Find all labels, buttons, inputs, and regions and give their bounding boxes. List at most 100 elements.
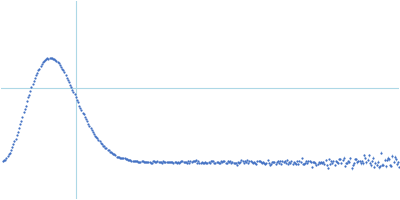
Point xyxy=(343,161,349,165)
Point xyxy=(360,162,366,165)
Point xyxy=(101,145,107,148)
Point xyxy=(311,160,317,164)
Point xyxy=(322,159,329,162)
Point xyxy=(292,161,298,165)
Point xyxy=(326,158,332,161)
Point xyxy=(230,161,237,164)
Point xyxy=(364,158,371,161)
Point xyxy=(211,161,218,165)
Point xyxy=(192,160,198,163)
Point xyxy=(185,159,191,162)
Point xyxy=(206,161,213,164)
Point xyxy=(229,160,236,163)
Point xyxy=(137,160,144,164)
Point xyxy=(36,67,43,70)
Point xyxy=(386,158,392,161)
Point xyxy=(176,162,182,165)
Point xyxy=(32,76,38,79)
Point xyxy=(76,104,82,108)
Point xyxy=(362,156,368,159)
Point xyxy=(184,162,190,165)
Point xyxy=(302,161,308,164)
Point xyxy=(334,160,340,164)
Point xyxy=(74,99,80,102)
Point xyxy=(345,159,352,163)
Point xyxy=(1,159,8,162)
Point xyxy=(92,134,98,137)
Point xyxy=(125,158,131,162)
Point xyxy=(320,160,326,164)
Point xyxy=(64,78,71,81)
Point xyxy=(126,158,132,161)
Point xyxy=(34,71,40,74)
Point xyxy=(130,159,137,162)
Point xyxy=(66,80,72,83)
Point xyxy=(342,164,348,167)
Point xyxy=(240,161,247,164)
Point xyxy=(354,161,360,164)
Point xyxy=(142,160,148,163)
Point xyxy=(275,159,281,162)
Point xyxy=(380,163,387,166)
Point xyxy=(304,161,310,164)
Point xyxy=(121,157,128,160)
Point xyxy=(220,160,226,163)
Point xyxy=(129,159,136,163)
Point xyxy=(91,132,97,135)
Point xyxy=(18,120,24,123)
Point xyxy=(84,120,90,123)
Point xyxy=(20,111,27,114)
Point xyxy=(378,151,384,154)
Point xyxy=(9,146,15,149)
Point xyxy=(78,109,85,112)
Point xyxy=(235,161,241,164)
Point xyxy=(50,57,56,61)
Point xyxy=(237,161,244,164)
Point xyxy=(201,161,207,164)
Point xyxy=(43,58,50,61)
Point xyxy=(332,159,339,162)
Point xyxy=(183,161,189,164)
Point xyxy=(179,160,186,163)
Point xyxy=(376,166,382,169)
Point xyxy=(388,164,394,167)
Point xyxy=(319,161,325,164)
Point xyxy=(348,167,355,170)
Point xyxy=(144,160,150,164)
Point xyxy=(312,161,318,164)
Point xyxy=(149,161,155,165)
Point xyxy=(366,154,372,157)
Point xyxy=(194,161,200,164)
Point xyxy=(329,161,336,165)
Point xyxy=(266,161,272,164)
Point xyxy=(166,161,172,164)
Point xyxy=(46,56,53,59)
Point xyxy=(330,160,337,163)
Point xyxy=(222,161,229,165)
Point xyxy=(141,160,147,163)
Point xyxy=(271,160,278,164)
Point xyxy=(70,91,77,94)
Point xyxy=(135,160,141,164)
Point xyxy=(163,160,170,164)
Point xyxy=(278,162,284,165)
Point xyxy=(95,138,102,141)
Point xyxy=(12,137,19,141)
Point xyxy=(127,158,134,161)
Point xyxy=(143,160,149,163)
Point xyxy=(313,163,320,166)
Point xyxy=(389,154,396,158)
Point xyxy=(287,162,294,165)
Point xyxy=(361,154,367,157)
Point xyxy=(294,160,300,163)
Point xyxy=(16,126,22,129)
Point xyxy=(324,166,331,169)
Point xyxy=(33,73,39,76)
Point xyxy=(160,160,166,163)
Point xyxy=(80,113,87,116)
Point xyxy=(117,156,123,159)
Point xyxy=(381,158,388,161)
Point xyxy=(156,161,162,164)
Point xyxy=(156,161,163,164)
Point xyxy=(146,160,153,163)
